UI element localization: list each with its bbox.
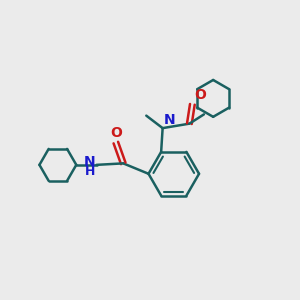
Text: O: O <box>194 88 206 102</box>
Text: N: N <box>83 155 95 170</box>
Text: O: O <box>110 126 122 140</box>
Text: H: H <box>85 165 95 178</box>
Text: N: N <box>164 112 176 127</box>
